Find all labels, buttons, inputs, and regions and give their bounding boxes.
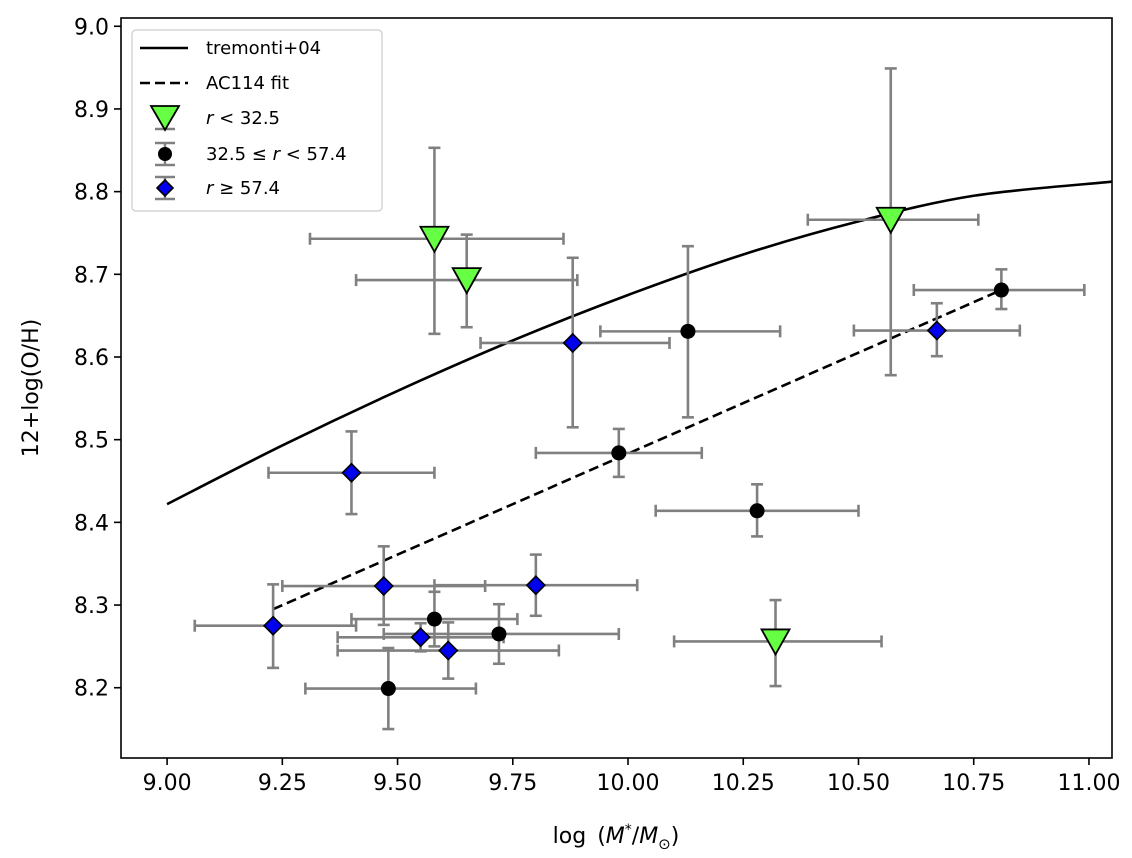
- x-axis-ticks: 9.00 9.25 9.50 9.75 10.00 10.25 10.50 10.75 11.0…: [143, 758, 1120, 796]
- legend-label-ac114: AC114 fit: [206, 73, 289, 94]
- x-axis-label-msun: M: [639, 824, 658, 849]
- data-point-diamond: [262, 615, 284, 636]
- legend-box: [131, 29, 383, 212]
- x-tick-label: 10.25: [712, 771, 775, 796]
- data-point-circle: [380, 681, 396, 697]
- tremonti-line: [166, 180, 1112, 506]
- data-point-circle: [993, 282, 1009, 298]
- lines-layer: [166, 180, 1112, 611]
- axes-frame: [120, 17, 1113, 759]
- x-tick-label: 10.50: [827, 771, 890, 796]
- data-point-diamond: [926, 320, 947, 341]
- x-tick-label: 9.50: [373, 771, 422, 796]
- x-axis-label-open: (: [597, 824, 606, 849]
- legend-label-r-mid: 32.5 ≤ r < 57.4: [206, 144, 347, 165]
- legend-swatch-triangle: [149, 105, 181, 132]
- data-point-diamond: [525, 575, 546, 596]
- ac114-fit-line: [272, 288, 1002, 611]
- y-axis-label: 12+log(O/H): [19, 319, 44, 457]
- plot-area: 9.00 9.25 9.50 9.75 10.00 10.25 10.50 10.75 11.0…: [74, 15, 1120, 796]
- y-tick-label: 8.8: [74, 181, 109, 206]
- x-tick-label: 9.75: [488, 771, 537, 796]
- y-tick-label: 8.6: [74, 346, 109, 371]
- legend-label-r-ge-57-4: r ≥ 57.4: [206, 178, 280, 199]
- legend-swatch-circle: [155, 141, 175, 167]
- data-point-triangle: [759, 628, 792, 657]
- data-point-triangle: [875, 206, 907, 235]
- data-point-circle: [680, 323, 696, 339]
- data-point-diamond: [410, 627, 431, 648]
- x-tick-label: 10.75: [942, 771, 1005, 796]
- data-point-circle: [611, 445, 627, 461]
- y-axis-ticks: 8.2 8.3 8.4 8.5 8.6 8.7 8.8 8.9 9.0: [74, 15, 121, 702]
- x-axis-label-log: log: [553, 824, 587, 849]
- x-tick-label: 9.25: [258, 771, 307, 796]
- data-point-diamond: [373, 575, 394, 597]
- data-point-diamond: [438, 640, 459, 661]
- data-point-circle: [749, 503, 765, 519]
- x-tick-label: 11.00: [1057, 771, 1120, 796]
- data-point-diamond: [341, 462, 362, 483]
- legend: tremonti+04 AC114 fit r < 32.5 32.5 ≤ r …: [131, 29, 383, 212]
- x-tick-label: 10.00: [597, 771, 660, 796]
- data-point-circle: [491, 626, 507, 642]
- data-point-circle: [426, 611, 442, 627]
- x-axis-label-close: ): [671, 824, 680, 849]
- data-point-diamond: [562, 332, 583, 354]
- y-tick-label: 8.3: [74, 594, 109, 619]
- y-tick-label: 8.7: [74, 263, 109, 288]
- x-axis-label-mass: M: [606, 824, 625, 849]
- y-tick-label: 8.2: [74, 677, 109, 702]
- x-axis-label: log (M*/M⊙): [553, 822, 680, 853]
- data-point-triangle: [451, 267, 483, 295]
- x-axis-label-slash: /: [632, 824, 640, 849]
- data-point-triangle: [418, 225, 450, 254]
- legend-label-r-lt-32-5: r < 32.5: [206, 108, 280, 129]
- y-tick-label: 8.5: [74, 429, 109, 454]
- x-tick-label: 9.00: [143, 771, 192, 796]
- legend-swatch-diamond: [155, 175, 175, 201]
- x-axis-label-sun: ⊙: [658, 835, 671, 853]
- legend-label-tremonti: tremonti+04: [206, 38, 321, 59]
- y-tick-label: 9.0: [74, 15, 109, 40]
- y-tick-label: 8.9: [74, 98, 109, 123]
- markers-layer: [262, 206, 1009, 697]
- x-axis-label-star: *: [625, 822, 632, 838]
- y-tick-label: 8.4: [74, 511, 109, 536]
